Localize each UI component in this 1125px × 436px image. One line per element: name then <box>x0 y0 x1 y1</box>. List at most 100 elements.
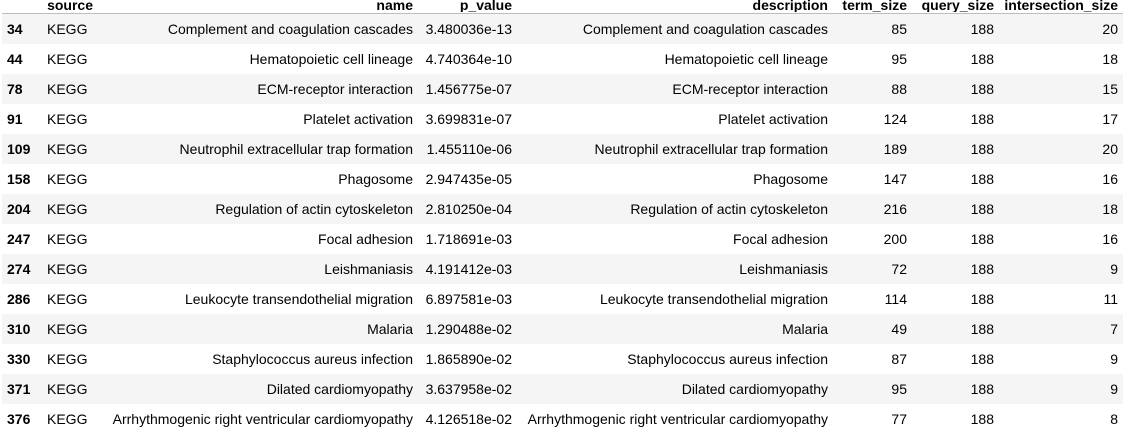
cell-name: Leishmaniasis <box>324 260 413 277</box>
header-p-value: p_value <box>459 0 512 13</box>
cell-source: KEGG <box>47 20 88 37</box>
cell-term-size: 87 <box>891 350 907 367</box>
cell-p-value: 3.699831e-07 <box>425 110 512 127</box>
cell-intersection-size: 18 <box>1102 200 1118 217</box>
cell-query-size: 188 <box>970 410 994 427</box>
row-index: 158 <box>7 170 31 187</box>
cell-description: Phagosome <box>753 170 828 187</box>
cell-intersection-size: 7 <box>1110 320 1118 337</box>
table-header: source name p_value description term_siz… <box>2 0 1123 14</box>
cell-source: KEGG <box>47 320 88 337</box>
row-index: 330 <box>7 350 31 367</box>
header-term-size: term_size <box>842 0 907 13</box>
table-row: 274 KEGG Leishmaniasis 4.191412e-03 Leishman… <box>2 253 1123 284</box>
cell-description: Regulation of actin cytoskeleton <box>630 200 828 217</box>
cell-p-value: 1.290488e-02 <box>425 320 512 337</box>
cell-p-value: 1.718691e-03 <box>425 230 512 247</box>
table-row: 371 KEGG Dilated cardiomyopathy 3.637958e-0… <box>2 373 1123 404</box>
header-index <box>2 0 42 13</box>
cell-intersection-size: 17 <box>1102 110 1118 127</box>
row-index: 371 <box>7 380 31 397</box>
cell-source: KEGG <box>47 230 88 247</box>
cell-source: KEGG <box>47 80 88 97</box>
row-index: 91 <box>7 110 23 127</box>
cell-term-size: 124 <box>883 110 907 127</box>
cell-query-size: 188 <box>970 350 994 367</box>
table-body: 34 KEGG Complement and coagulation cascade… <box>2 13 1123 434</box>
cell-term-size: 200 <box>883 230 907 247</box>
table-row: 34 KEGG Complement and coagulation cascade… <box>2 13 1123 44</box>
cell-query-size: 188 <box>970 80 994 97</box>
row-index: 44 <box>7 50 23 67</box>
cell-description: Dilated cardiomyopathy <box>681 380 828 397</box>
cell-name: Hematopoietic cell lineage <box>249 50 413 67</box>
cell-source: KEGG <box>47 380 88 397</box>
cell-term-size: 85 <box>891 20 907 37</box>
cell-query-size: 188 <box>970 320 994 337</box>
table-row: 91 KEGG Platelet activation 3.699831e-07 Pla… <box>2 104 1123 134</box>
cell-term-size: 147 <box>883 170 907 187</box>
row-index: 109 <box>7 140 31 157</box>
cell-query-size: 188 <box>970 140 994 157</box>
cell-p-value: 6.897581e-03 <box>425 290 512 307</box>
header-query-size: query_size <box>921 0 994 13</box>
cell-intersection-size: 9 <box>1110 260 1118 277</box>
cell-intersection-size: 20 <box>1102 20 1118 37</box>
cell-description: Leukocyte transendothelial migration <box>599 290 828 307</box>
cell-query-size: 188 <box>970 20 994 37</box>
cell-source: KEGG <box>47 260 88 277</box>
row-index: 376 <box>7 410 31 427</box>
cell-name: Focal adhesion <box>318 230 413 247</box>
cell-p-value: 2.947435e-05 <box>425 170 512 187</box>
header-description: description <box>752 0 828 13</box>
cell-p-value: 3.480036e-13 <box>425 20 512 37</box>
cell-source: KEGG <box>47 410 88 427</box>
cell-name: Leukocyte transendothelial migration <box>184 290 413 307</box>
cell-p-value: 4.740364e-10 <box>425 50 512 67</box>
cell-term-size: 95 <box>891 50 907 67</box>
cell-term-size: 49 <box>891 320 907 337</box>
header-row: source name p_value description term_siz… <box>2 0 1123 14</box>
table-row: 286 KEGG Leukocyte transendothelial migrat… <box>2 284 1123 314</box>
cell-intersection-size: 18 <box>1102 50 1118 67</box>
cell-term-size: 216 <box>883 200 907 217</box>
cell-description: Hematopoietic cell lineage <box>664 50 828 67</box>
cell-query-size: 188 <box>970 170 994 187</box>
cell-p-value: 1.865890e-02 <box>425 350 512 367</box>
cell-source: KEGG <box>47 290 88 307</box>
cell-p-value: 2.810250e-04 <box>425 200 512 217</box>
table-row: 376 KEGG Arrhythmogenic right ventricular … <box>2 404 1123 434</box>
cell-name: Malaria <box>367 320 413 337</box>
cell-intersection-size: 11 <box>1103 290 1118 307</box>
row-index: 204 <box>7 200 31 217</box>
cell-term-size: 88 <box>891 80 907 97</box>
cell-query-size: 188 <box>970 200 994 217</box>
cell-description: Leishmaniasis <box>739 260 828 277</box>
cell-term-size: 114 <box>884 290 907 307</box>
cell-query-size: 188 <box>970 260 994 277</box>
cell-description: Focal adhesion <box>733 230 828 247</box>
cell-description: ECM-receptor interaction <box>672 80 828 97</box>
cell-description: Platelet activation <box>718 110 828 127</box>
cell-intersection-size: 8 <box>1110 410 1118 427</box>
table-row: 310 KEGG Malaria 1.290488e-02 Malaria 49 188 7 <box>2 313 1123 344</box>
row-index: 78 <box>7 80 23 97</box>
cell-p-value: 4.126518e-02 <box>425 410 512 427</box>
cell-intersection-size: 15 <box>1102 80 1118 97</box>
cell-query-size: 188 <box>970 380 994 397</box>
header-source: source <box>47 0 93 13</box>
cell-source: KEGG <box>47 350 88 367</box>
cell-name: Staphylococcus aureus infection <box>212 350 413 367</box>
table-row: 247 KEGG Focal adhesion 1.718691e-03 Focal a… <box>2 224 1123 254</box>
cell-source: KEGG <box>47 110 88 127</box>
cell-p-value: 1.456775e-07 <box>425 80 512 97</box>
cell-intersection-size: 16 <box>1102 230 1118 247</box>
table-row: 204 KEGG Regulation of actin cytoskeleton 2… <box>2 193 1123 224</box>
row-index: 286 <box>7 290 31 307</box>
cell-description: Neutrophil extracellular trap formation <box>594 140 828 157</box>
cell-query-size: 188 <box>970 110 994 127</box>
cell-term-size: 189 <box>883 140 907 157</box>
cell-description: Staphylococcus aureus infection <box>627 350 828 367</box>
row-index: 247 <box>7 230 31 247</box>
